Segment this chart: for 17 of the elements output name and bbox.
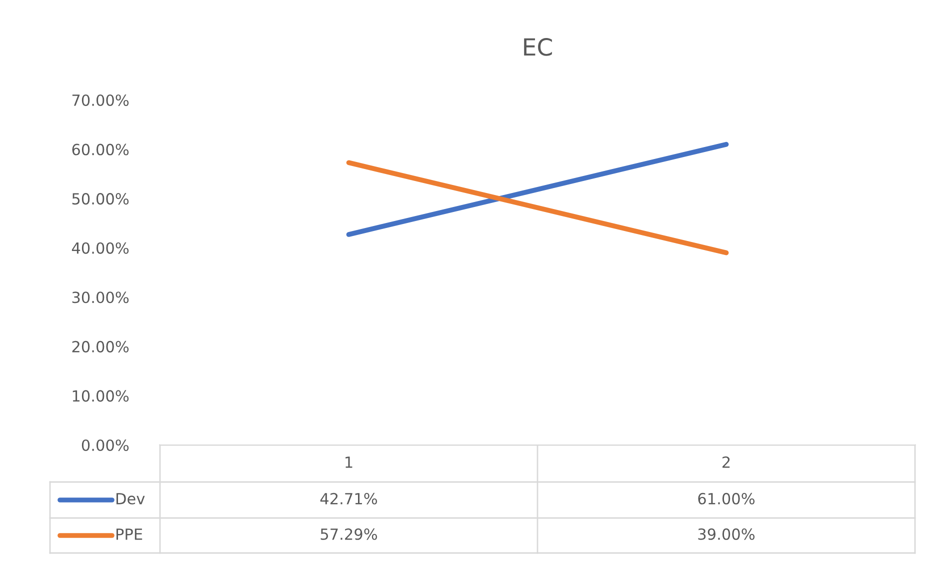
data-label: 42.71% (320, 492, 378, 504)
y-tick-label: 30.00% (72, 292, 129, 304)
data-label: 57.29% (320, 528, 378, 540)
legend-label: PPE (116, 528, 142, 540)
x-tick-label: 2 (722, 456, 730, 468)
y-tick-label: 70.00% (72, 94, 129, 106)
y-tick-label: 0.00% (82, 439, 129, 452)
legend-label: Dev (116, 493, 145, 504)
y-tick-label: 20.00% (72, 340, 129, 352)
y-tick-label: 50.00% (72, 193, 129, 205)
y-tick-label: 60.00% (72, 144, 129, 156)
data-label: 61.00% (698, 492, 755, 504)
data-label: 39.00% (698, 528, 755, 540)
y-tick-label: 10.00% (72, 390, 129, 402)
x-tick-label: 1 (346, 456, 352, 468)
chart-title: EC (524, 38, 552, 56)
y-tick-label: 40.00% (72, 242, 129, 254)
